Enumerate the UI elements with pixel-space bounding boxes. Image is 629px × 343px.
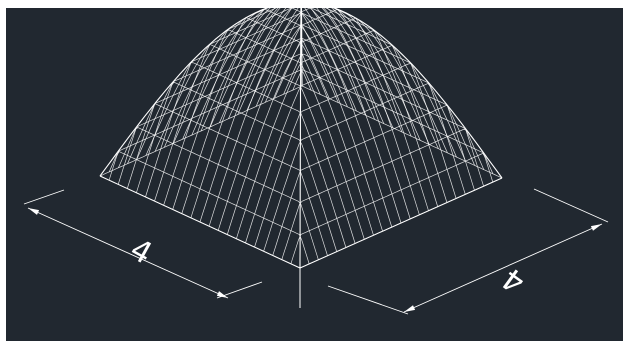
vault-mesh-line-v bbox=[136, 81, 338, 252]
vault-mesh-line-v bbox=[301, 85, 503, 179]
vault-mesh-line-v bbox=[191, 8, 393, 228]
vault-mesh-line-u bbox=[172, 8, 376, 210]
dimension-arrow bbox=[28, 208, 40, 215]
vault-mesh-line-u bbox=[163, 8, 366, 206]
dimension-arrow bbox=[216, 291, 228, 298]
vault-mesh-line-v bbox=[209, 8, 411, 220]
vault-mesh-line-u bbox=[108, 69, 312, 181]
vault-mesh-line-u bbox=[136, 24, 339, 193]
vault-mesh-line-u bbox=[145, 13, 348, 198]
extension-line bbox=[533, 188, 609, 223]
vault-mesh-line-u bbox=[126, 37, 330, 189]
dimension-arrow bbox=[590, 224, 602, 231]
vault-mesh-line-u bbox=[99, 85, 303, 177]
dimension-right: 4 bbox=[327, 188, 609, 315]
vault-groin-line bbox=[299, 8, 303, 268]
vault-mesh-line-v bbox=[219, 8, 420, 215]
dimension-right-label: 4 bbox=[496, 260, 532, 300]
vault-mesh-line-u bbox=[117, 53, 321, 185]
vault-base-edge bbox=[99, 175, 301, 269]
dimension-line bbox=[403, 223, 603, 313]
vault-groin-line bbox=[99, 8, 503, 179]
groin-vault-wireframe bbox=[99, 8, 503, 269]
vault-mesh-line-v bbox=[228, 8, 429, 211]
dimension-left: 4 bbox=[23, 189, 263, 299]
cad-viewport[interactable]: 4 4 bbox=[6, 8, 623, 341]
vault-mesh-line-v bbox=[237, 8, 439, 207]
vault-mesh-line-v bbox=[264, 24, 466, 195]
vault-mesh-line-v bbox=[292, 69, 494, 183]
vault-mesh-line-u bbox=[199, 8, 403, 223]
cad-drawing-canvas[interactable]: 4 4 bbox=[6, 8, 623, 341]
vault-base-edges bbox=[99, 175, 503, 308]
vault-mesh-line-v bbox=[200, 8, 402, 224]
extension-line bbox=[327, 285, 409, 315]
vault-mesh-line-v bbox=[274, 37, 475, 191]
dimension-left-label: 4 bbox=[124, 232, 158, 272]
vault-mesh-line-u bbox=[208, 8, 412, 227]
dimension-line bbox=[27, 207, 229, 299]
vault-mesh-line-v bbox=[255, 13, 457, 199]
dimension-arrow bbox=[404, 305, 416, 312]
vault-mesh-line-u bbox=[154, 8, 357, 202]
vault-mesh-line-v bbox=[246, 8, 448, 203]
extension-line bbox=[23, 189, 65, 205]
vault-base-edge bbox=[299, 177, 503, 269]
vault-mesh-line-v bbox=[283, 53, 484, 187]
vault-mesh-line-u bbox=[190, 8, 394, 218]
vault-mesh-line-u bbox=[181, 8, 385, 214]
